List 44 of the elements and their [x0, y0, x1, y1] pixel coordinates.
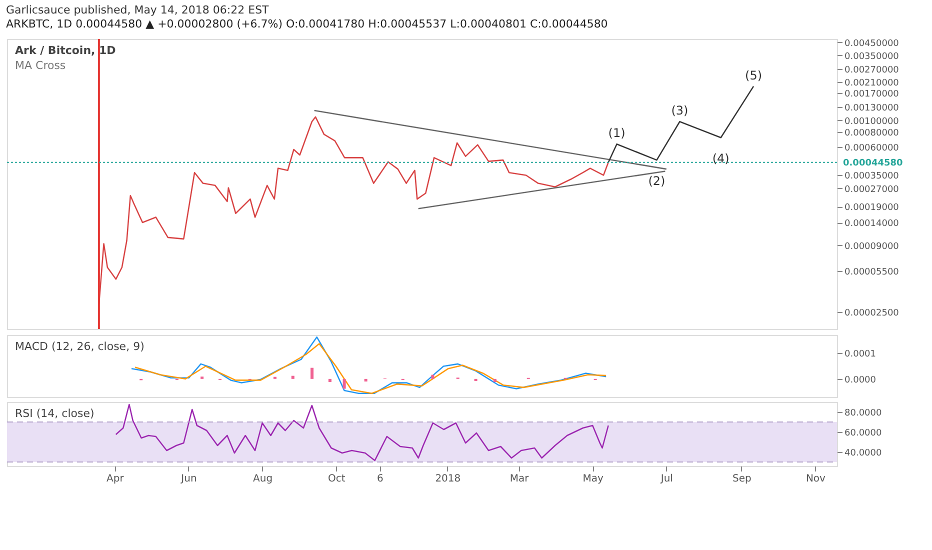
annotation: (2): [648, 174, 666, 188]
x-tick-label: Apr: [106, 474, 125, 484]
y-tick-label: 0.00100000: [844, 116, 900, 127]
x-tick-label: 6: [376, 474, 384, 484]
annotation: (4): [712, 152, 730, 166]
y-tick-label: 80.0000: [844, 408, 882, 418]
ref-line-label: 0.00044580: [843, 158, 903, 168]
y-tick-label: 0.00060000: [844, 143, 900, 154]
y-tick-label: 0.00014000: [844, 219, 900, 230]
y-tick-label: 60.0000: [844, 428, 882, 438]
x-tick-label: Nov: [806, 474, 826, 484]
annotation: MACD (12, 26, close, 9): [15, 340, 144, 353]
x-tick-label: May: [582, 474, 604, 484]
chart-title: Garlicsauce published, May 14, 2018 06:22 EST: [6, 4, 270, 16]
y-tick-label: 40.0000: [844, 448, 882, 458]
x-tick-label: 2018: [435, 474, 461, 484]
y-tick-label: 0.00170000: [844, 89, 900, 100]
chart-subtitle: ARKBTC, 1D 0.00044580 ▲ +0.00002800 (+6.7%) O:0.00041780 H:0.00045537 L:0.00040801 C:0.00044580: [6, 18, 608, 30]
y-tick-label: 0.00130000: [844, 103, 900, 114]
annotation: RSI (14, close): [15, 407, 94, 420]
y-tick-label: 0.00019000: [844, 203, 900, 214]
y-tick-label: 0.00002500: [844, 308, 900, 318]
y-tick-label: 0.00270000: [844, 65, 900, 76]
x-tick-label: Jul: [660, 474, 673, 484]
annotation: (5): [745, 68, 762, 82]
annotation: (3): [671, 104, 688, 118]
annotation: MA Cross: [15, 59, 66, 72]
annotation: Ark / Bitcoin, 1D: [15, 44, 116, 57]
x-tick-label: Oct: [328, 474, 346, 484]
x-tick-label: Mar: [510, 474, 530, 484]
y-tick-label: 0.00027000: [844, 184, 900, 195]
annotation: (1): [608, 126, 626, 140]
y-tick-label: 0.00210000: [844, 78, 900, 88]
x-tick-label: Aug: [253, 474, 273, 484]
y-tick-label: 0.00005500: [844, 268, 900, 278]
x-tick-label: Jun: [180, 474, 197, 484]
y-tick-label: 0.00009000: [844, 242, 900, 252]
y-tick-label: 0.00450000: [844, 38, 900, 49]
y-tick-label: 0.00350000: [844, 52, 900, 62]
y-tick-label: 0.0000: [844, 375, 876, 386]
y-tick-label: 0.00080000: [844, 128, 900, 139]
y-tick-label: 0.00035000: [844, 171, 900, 182]
x-tick-label: Sep: [732, 474, 752, 484]
y-tick-label: 0.0001: [844, 350, 876, 360]
